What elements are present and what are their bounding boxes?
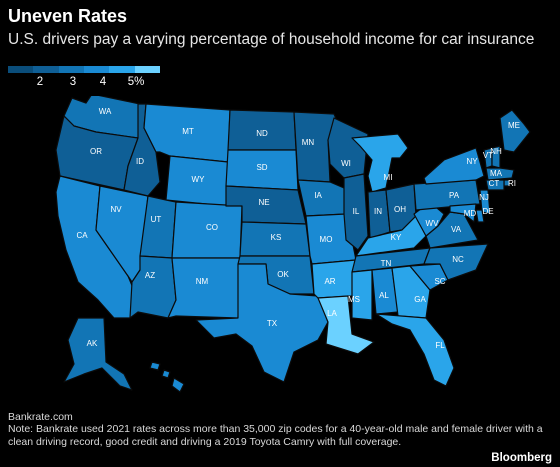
state-label-in: IN: [374, 207, 382, 216]
legend-color-bar: [8, 66, 160, 73]
state-label-la: LA: [327, 309, 337, 318]
state-fl: [375, 313, 455, 387]
state-label-or: OR: [90, 147, 102, 156]
state-label-ky: KY: [391, 233, 402, 242]
state-la: [317, 295, 375, 355]
state-label-ny: NY: [466, 157, 478, 166]
legend-label-3: 3: [69, 76, 77, 88]
state-label-id: ID: [136, 157, 144, 166]
state-label-ut: UT: [151, 215, 162, 224]
state-ct: [485, 179, 505, 191]
state-label-pa: PA: [449, 191, 460, 200]
source-text: Bankrate.com: [8, 411, 73, 423]
color-legend: 2 3 4 5%: [8, 66, 160, 96]
state-label-nj: NJ: [479, 193, 489, 202]
state-label-co: CO: [206, 223, 218, 232]
state-label-sc: SC: [434, 277, 445, 286]
legend-swatch-4: [109, 66, 135, 73]
state-label-mt: MT: [182, 127, 194, 136]
state-ms: [351, 269, 373, 321]
state-ma: [485, 167, 515, 181]
state-label-tx: TX: [267, 319, 278, 328]
state-label-wi: WI: [341, 159, 351, 168]
state-il: [343, 173, 369, 251]
state-nj: [479, 189, 491, 215]
legend-label-4: 4: [99, 76, 107, 88]
legend-swatch-0: [8, 66, 34, 73]
legend-labels: 2 3 4 5%: [8, 76, 160, 90]
state-label-sd: SD: [256, 163, 267, 172]
state-label-ma: MA: [490, 169, 503, 178]
state-label-mo: MO: [320, 235, 333, 244]
state-label-az: AZ: [145, 271, 155, 280]
state-label-ia: IA: [314, 191, 322, 200]
state-nm: [167, 257, 241, 319]
state-label-wa: WA: [99, 107, 112, 116]
state-ia: [297, 179, 347, 217]
state-label-nd: ND: [256, 129, 268, 138]
state-md: [449, 203, 477, 223]
state-label-de: DE: [482, 207, 493, 216]
state-label-mi: MI: [384, 173, 393, 182]
state-label-tn: TN: [381, 259, 392, 268]
state-label-va: VA: [451, 225, 462, 234]
legend-label-2: 2: [36, 76, 44, 88]
state-label-ga: GA: [414, 295, 426, 304]
chart-subtitle: U.S. drivers pay a varying percentage of…: [8, 31, 535, 48]
state-label-nm: NM: [196, 277, 209, 286]
state-label-ca: CA: [76, 231, 88, 240]
legend-swatch-3: [83, 66, 110, 73]
legend-swatch-1: [33, 66, 59, 73]
chart-title: Uneven Rates: [8, 6, 128, 26]
state-label-ms: MS: [348, 295, 360, 304]
state-label-me: ME: [508, 121, 520, 130]
state-tx: [195, 263, 329, 383]
bloomberg-logo: Bloomberg: [491, 452, 552, 464]
state-label-mn: MN: [302, 138, 315, 147]
state-label-wy: WY: [192, 175, 206, 184]
us-choropleth-map: WA OR CA NV ID MT WY UT AZ CO NM ND SD NE KS OK TX MN IA MO…: [55, 96, 531, 393]
state-ak: [63, 317, 133, 391]
state-label-nh: NH: [490, 147, 502, 156]
state-label-fl: FL: [435, 341, 445, 350]
state-me: [499, 109, 531, 153]
state-label-ar: AR: [324, 277, 335, 286]
state-label-ks: KS: [271, 233, 282, 242]
state-label-ri: RI: [508, 179, 516, 188]
note-text: Note: Bankrate used 2021 rates across mo…: [8, 423, 543, 448]
state-hi: [149, 361, 185, 393]
state-label-ct: CT: [489, 179, 500, 188]
state-label-ok: OK: [277, 270, 289, 279]
state-label-oh: OH: [394, 205, 406, 214]
state-label-nv: NV: [110, 205, 122, 214]
state-ny: [423, 147, 485, 185]
legend-swatch-5: [134, 66, 160, 73]
state-label-vt: VT: [483, 151, 493, 160]
state-label-al: AL: [379, 291, 389, 300]
state-mi: [351, 133, 409, 193]
legend-label-5: 5%: [127, 76, 145, 88]
state-label-nc: NC: [452, 255, 464, 264]
state-label-il: IL: [353, 207, 360, 216]
state-de: [475, 209, 485, 223]
legend-swatch-2: [58, 66, 84, 73]
state-label-wv: WV: [426, 219, 440, 228]
state-label-md: MD: [464, 209, 477, 218]
state-label-ne: NE: [258, 198, 269, 207]
state-label-ak: AK: [87, 339, 98, 348]
